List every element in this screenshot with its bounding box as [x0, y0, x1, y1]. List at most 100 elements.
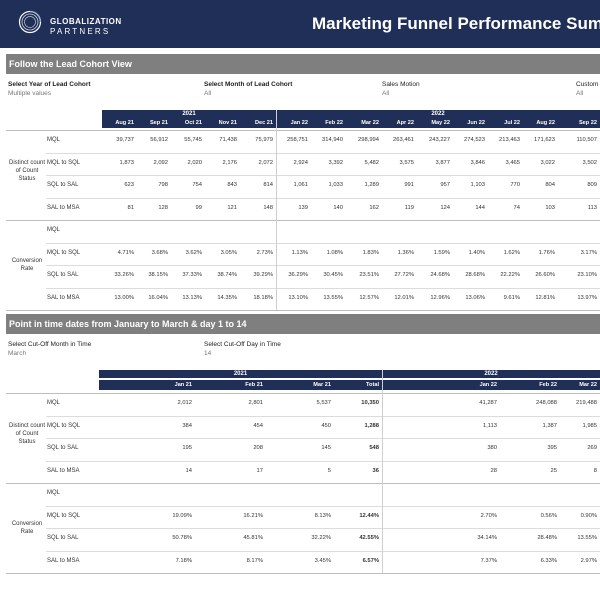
dashboard-title: Marketing Funnel Performance Summ: [312, 14, 600, 33]
filter-value[interactable]: Multiple values: [8, 90, 51, 97]
table-cell: 99: [195, 204, 202, 211]
column-header: Jul 22: [504, 120, 520, 126]
table-cell: 39.29%: [253, 272, 273, 279]
table-cell: 274,523: [464, 137, 485, 144]
row-label: MQL to SQL: [47, 249, 81, 256]
table-cell: 144: [475, 204, 485, 211]
table-cell: 28.48%: [537, 535, 557, 542]
filter-label: Select Month of Lead Cohort: [204, 81, 293, 88]
column-header: Jan 22: [290, 120, 308, 126]
table-cell: 3,022: [540, 159, 555, 166]
table-cell: 171,623: [534, 137, 555, 144]
filter-cutoff-month[interactable]: Select Cut-Off Month in Time March: [8, 341, 91, 357]
logo-text-line1: GLOBALIZATION: [50, 17, 122, 26]
row-divider: [46, 460, 600, 462]
row-label: MQL: [47, 400, 61, 407]
table-cell: 2,092: [153, 159, 168, 166]
table-cell: 1.36%: [397, 249, 414, 256]
table-cell: 1.08%: [326, 249, 343, 256]
filter-value[interactable]: March: [8, 350, 27, 357]
table-cell: 36: [372, 467, 379, 474]
group-divider: [6, 130, 600, 131]
table-cell: 37.33%: [182, 272, 202, 279]
row-divider: [46, 242, 600, 244]
filter-year-of-lead-cohort[interactable]: Select Year of Lead Cohort Multiple valu…: [8, 81, 91, 97]
table-cell: 957: [440, 182, 450, 189]
table-cell: 23.51%: [359, 272, 379, 279]
table-cell: 3,502: [582, 159, 597, 166]
table-cell: 2.97%: [580, 557, 597, 564]
table-cell: 1.62%: [503, 249, 520, 256]
row-divider: [46, 528, 600, 529]
row-label: MQL to SQL: [47, 422, 81, 429]
table-cell: 8: [593, 467, 597, 474]
table-cell: 395: [547, 445, 557, 452]
column-header: Mar 22: [361, 120, 379, 126]
table-cell: 804: [545, 182, 555, 189]
row-label: MQL to SQL: [47, 512, 81, 519]
column-header: Sep 22: [578, 120, 597, 126]
filter-label: Sales Motion: [382, 81, 420, 88]
filter-value[interactable]: All: [576, 90, 584, 97]
filter-month-of-lead-cohort[interactable]: Select Month of Lead Cohort All: [204, 81, 292, 97]
table-cell: 1.40%: [468, 249, 485, 256]
table-cell: 770: [510, 182, 520, 189]
month-header-row: Jan 21 Feb 21 Mar 21 Total Jan 22 Feb 22 Mar 2…: [99, 380, 600, 390]
table-cell: 548: [369, 445, 379, 452]
table-cell: 12.96%: [430, 294, 450, 301]
year-group-header: 2022: [276, 110, 600, 118]
row-label: MQL: [47, 227, 61, 234]
table-cell: 3.62%: [185, 249, 202, 256]
table-cell: 1,113: [482, 422, 497, 429]
table-cell: 8.13%: [314, 512, 331, 519]
table-cell: 50.78%: [172, 535, 192, 542]
table-cell: 12.44%: [359, 512, 379, 519]
table-cell: 380: [487, 445, 497, 452]
row-divider: [46, 505, 600, 507]
table-cell: 0.56%: [540, 512, 557, 519]
filter-value[interactable]: All: [204, 90, 212, 97]
column-header: Total: [366, 382, 379, 388]
table-cell: 1,873: [119, 159, 134, 166]
table-cell: 119: [404, 204, 414, 211]
table-cell: 71,438: [219, 137, 237, 144]
filter-custom[interactable]: Custom All: [576, 81, 598, 97]
filter-sales-motion[interactable]: Sales Motion All: [382, 81, 420, 97]
header-bar: GLOBALIZATION PARTNERS Marketing Funnel …: [0, 0, 600, 48]
table-cell: 75,979: [255, 137, 273, 144]
filter-cutoff-day[interactable]: Select Cut-Off Day in Time 14: [204, 341, 281, 357]
table-cell: 8.17%: [246, 557, 263, 564]
table-cell: 2,072: [258, 159, 273, 166]
row-divider: [46, 415, 600, 417]
group-label-rate: Conversion Rate: [11, 521, 43, 535]
column-header: Aug 21: [115, 120, 134, 126]
table-cell: 128: [158, 204, 168, 211]
column-header: Feb 21: [245, 382, 263, 388]
row-divider: [46, 175, 600, 176]
group-divider: [6, 393, 600, 394]
table-cell: 1.76%: [538, 249, 555, 256]
table-cell: 2,801: [248, 400, 263, 407]
table-cell: 110,507: [576, 137, 597, 144]
row-label: MQL: [47, 490, 61, 497]
table-cell: 22.22%: [500, 272, 520, 279]
table-cell: 1,387: [542, 422, 557, 429]
table-cell: 13.55%: [323, 294, 343, 301]
table-cell: 121: [227, 204, 237, 211]
table-cell: 81: [127, 204, 134, 211]
table-cell: 3,575: [399, 159, 414, 166]
table-cell: 1.83%: [362, 249, 379, 256]
filter-value[interactable]: 14: [204, 350, 212, 357]
table-cell: 55,745: [184, 137, 202, 144]
filter-value[interactable]: All: [382, 90, 390, 97]
group-divider: [6, 573, 600, 574]
table-cell: 454: [253, 422, 263, 429]
table-cell: 162: [369, 204, 379, 211]
column-header: Aug 22: [536, 120, 555, 126]
table-cell: 25: [550, 467, 557, 474]
table-cell: 0.90%: [580, 512, 597, 519]
table-cell: 42.55%: [359, 535, 379, 542]
column-header: May 22: [431, 120, 450, 126]
month-header-row: Aug 21 Sep 21 Oct 21 Nov 21 Dec 21 Jan 22 Feb …: [102, 118, 600, 128]
table-cell: 13.55%: [577, 535, 597, 542]
